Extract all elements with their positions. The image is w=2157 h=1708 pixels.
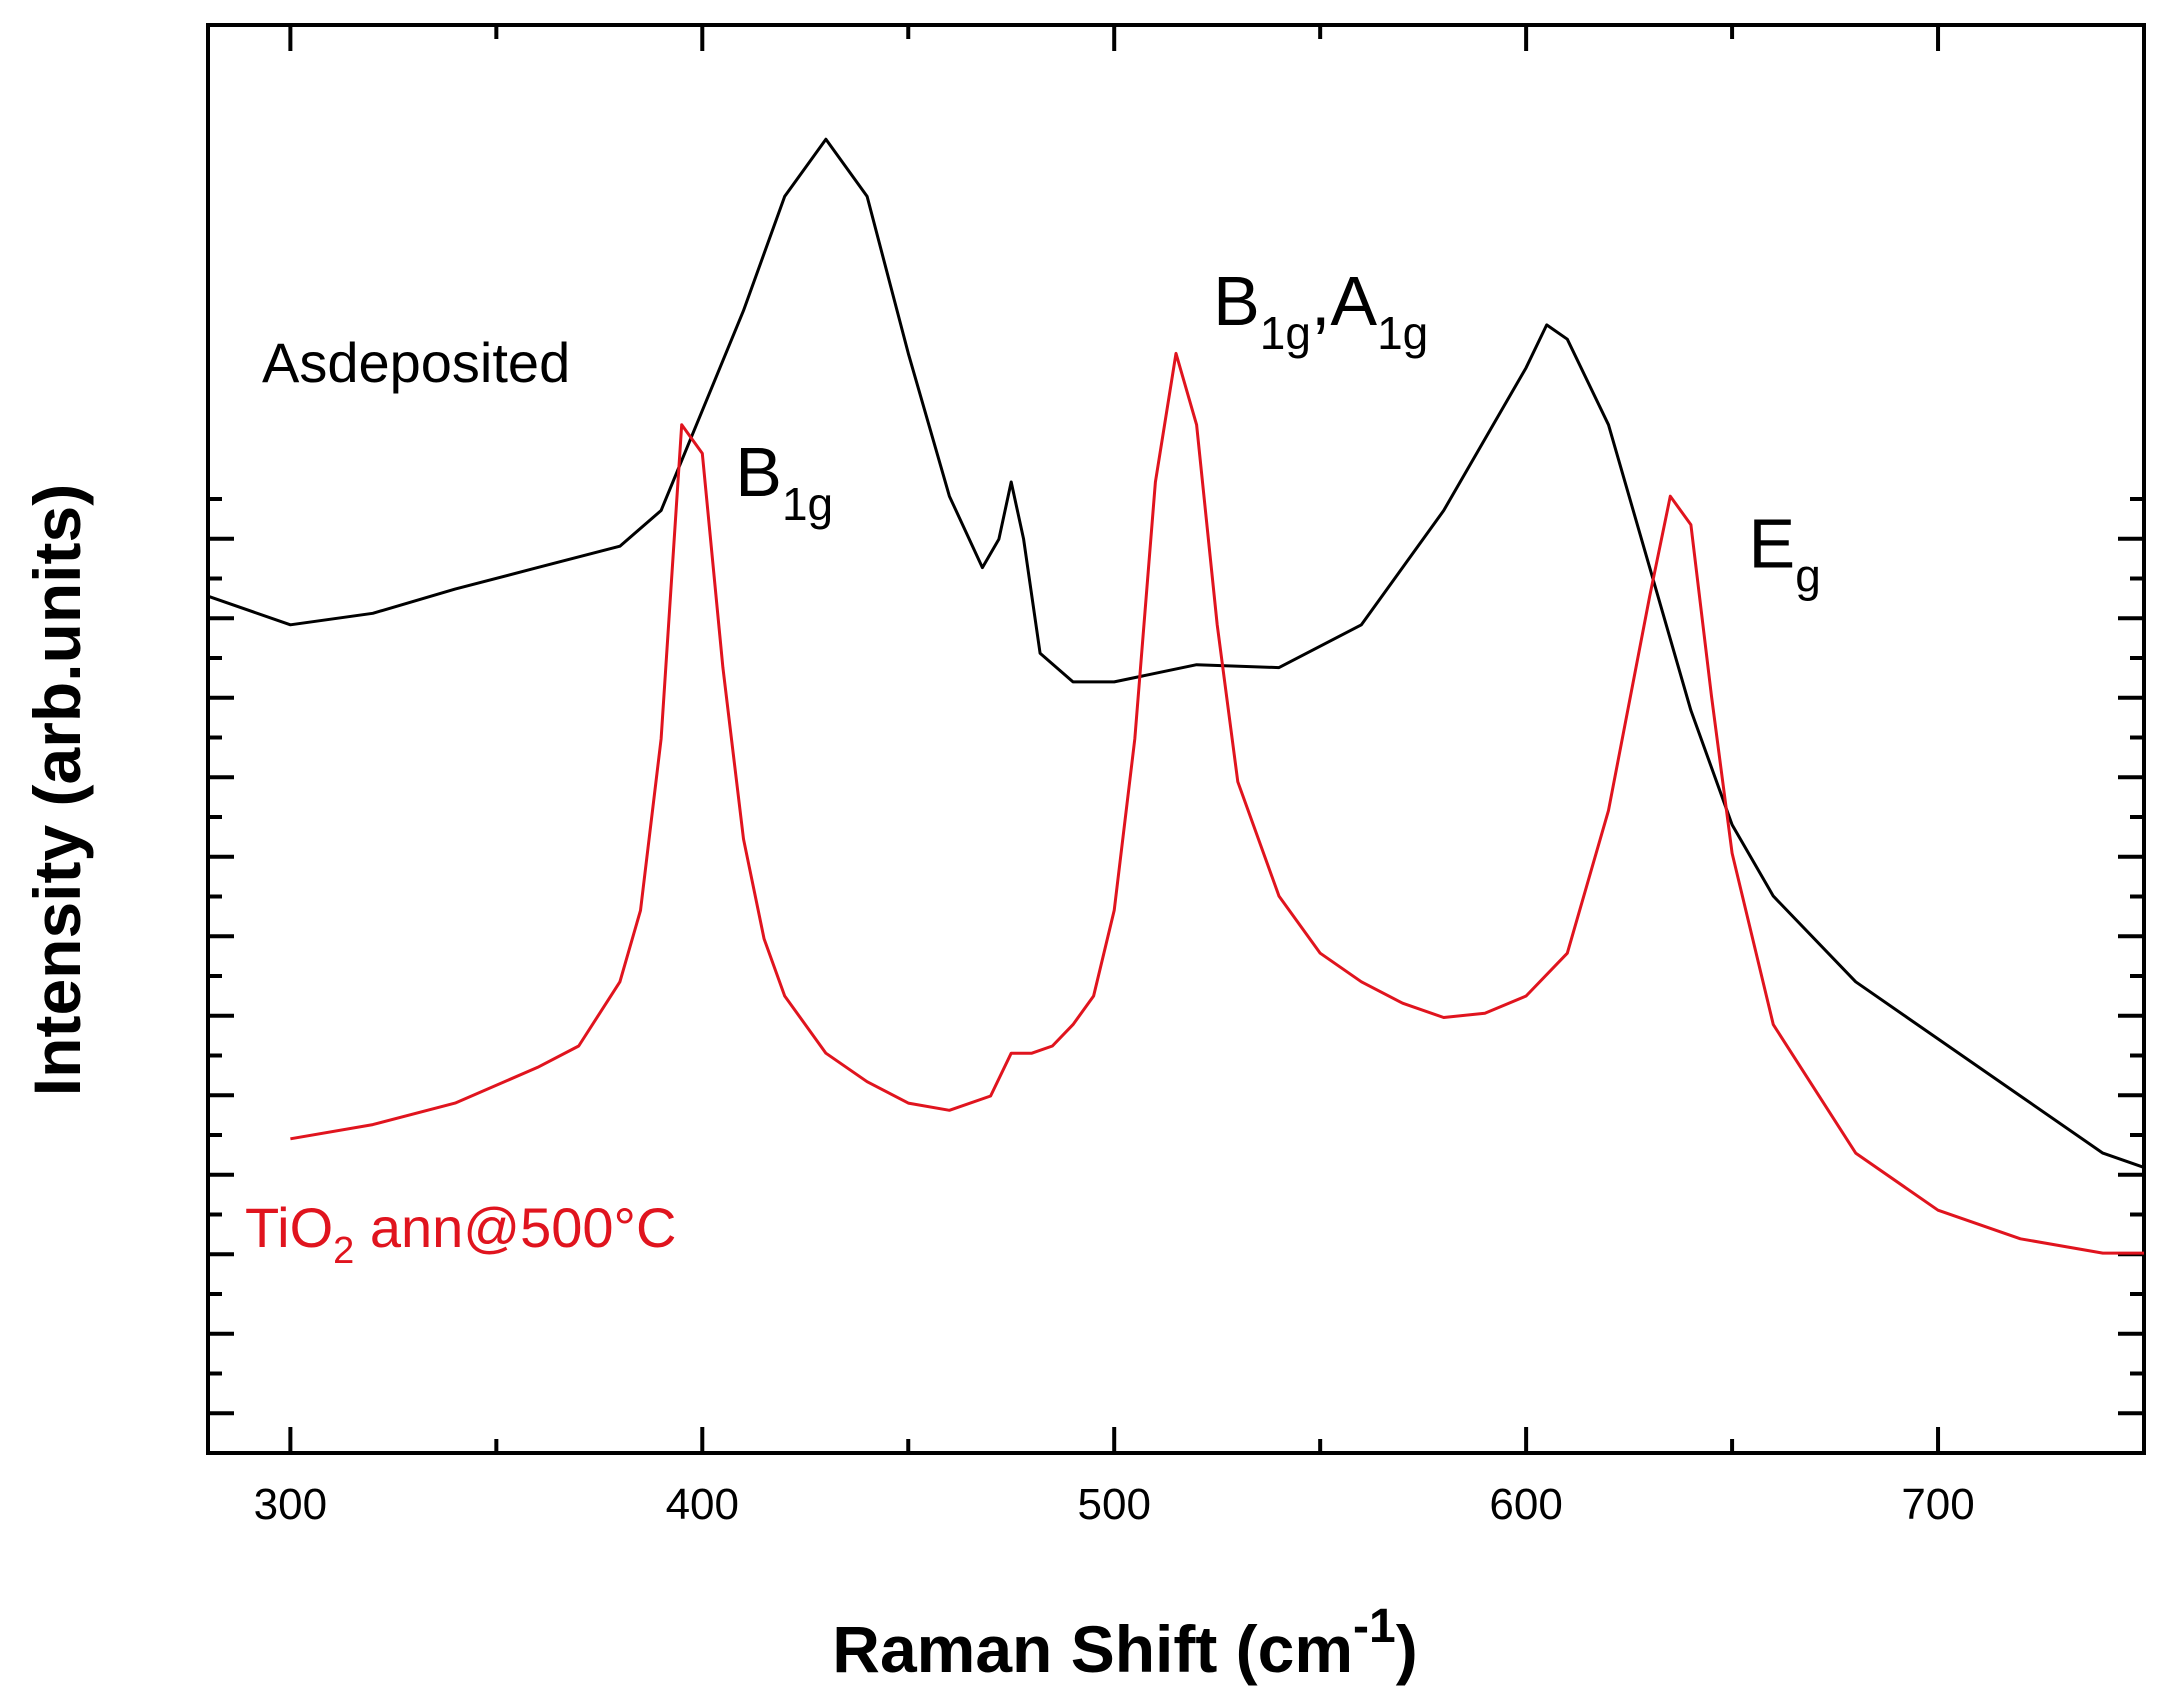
x-axis-tick-labels: 300 400 500 600 700 [254,1480,1975,1529]
x-tick-label: 300 [254,1480,327,1529]
x-tick-label: 400 [666,1480,739,1529]
y-axis-ticks [208,497,2144,1455]
peak-label-b1g-a1g: B1g,A1g [1213,262,1428,359]
y-axis-title: Intensity (arb.units) [20,484,94,1096]
x-tick-label: 500 [1078,1480,1151,1529]
x-axis-title: Raman Shift (cm-1) [832,1600,1417,1686]
series-line-tio2-annealed [290,351,2144,1255]
peak-label-b1g: B1g [735,433,833,530]
x-tick-label: 600 [1489,1480,1562,1529]
series-label-asdeposited: Asdeposited [262,331,570,394]
x-axis-ticks [288,25,1941,1453]
x-tick-label: 700 [1901,1480,1974,1529]
series-line-asdeposited [207,137,2145,1169]
series-label-tio2-annealed: TiO2 ann@500°C [245,1196,676,1272]
peak-label-eg: Eg [1749,505,1821,602]
